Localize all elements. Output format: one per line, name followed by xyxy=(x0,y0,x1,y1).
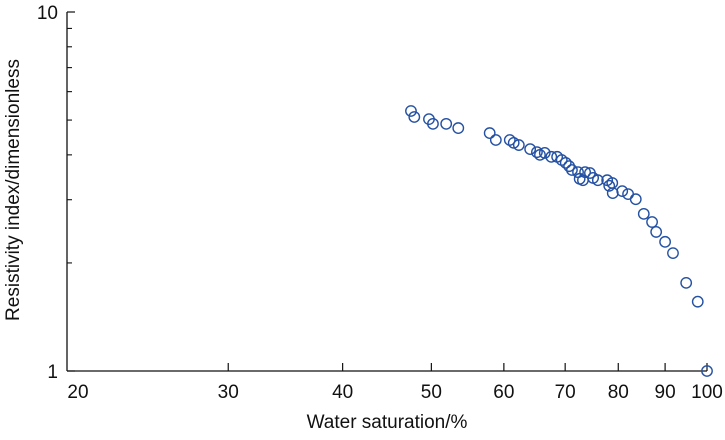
data-point xyxy=(524,143,537,156)
x-tick-label: 30 xyxy=(218,382,239,403)
x-tick-label: 100 xyxy=(691,382,723,403)
data-point xyxy=(566,164,578,176)
data-point xyxy=(440,117,453,130)
data-point xyxy=(405,105,417,117)
x-tick-label: 80 xyxy=(608,382,629,403)
x-tick-label: 60 xyxy=(493,382,514,403)
y-tick-label: 1 xyxy=(47,362,58,383)
data-point xyxy=(659,235,672,248)
y-tick-label: 10 xyxy=(37,3,58,24)
data-point xyxy=(483,127,496,139)
x-tick-label: 20 xyxy=(67,382,88,403)
data-point xyxy=(646,216,658,228)
x-tick-label: 90 xyxy=(655,382,676,403)
data-point xyxy=(637,207,650,220)
data-point xyxy=(545,150,558,163)
data-point xyxy=(629,193,642,206)
data-point xyxy=(603,179,616,192)
x-tick-label: 50 xyxy=(421,382,442,403)
data-point xyxy=(538,147,551,159)
data-point xyxy=(591,174,604,187)
axes xyxy=(66,11,708,372)
data-point xyxy=(667,247,679,260)
data-point xyxy=(701,365,713,377)
data-point xyxy=(650,226,663,238)
data-point xyxy=(579,166,592,179)
data-point xyxy=(507,136,520,149)
data-point xyxy=(452,122,465,134)
data-point xyxy=(691,295,704,308)
x-tick-label: 70 xyxy=(555,382,576,403)
y-axis-title: Resistivity index/dimensionless xyxy=(3,59,24,321)
data-point xyxy=(408,111,421,123)
x-axis-title: Water saturation/% xyxy=(307,412,468,433)
data-point xyxy=(427,117,439,130)
data-point xyxy=(616,185,629,198)
data-point xyxy=(563,160,576,173)
data-point xyxy=(559,156,572,169)
data-point xyxy=(489,134,502,146)
data-points xyxy=(405,105,713,377)
data-point xyxy=(680,276,693,289)
x-tick-label: 40 xyxy=(332,382,353,403)
data-point xyxy=(531,146,543,159)
data-point xyxy=(512,139,525,151)
